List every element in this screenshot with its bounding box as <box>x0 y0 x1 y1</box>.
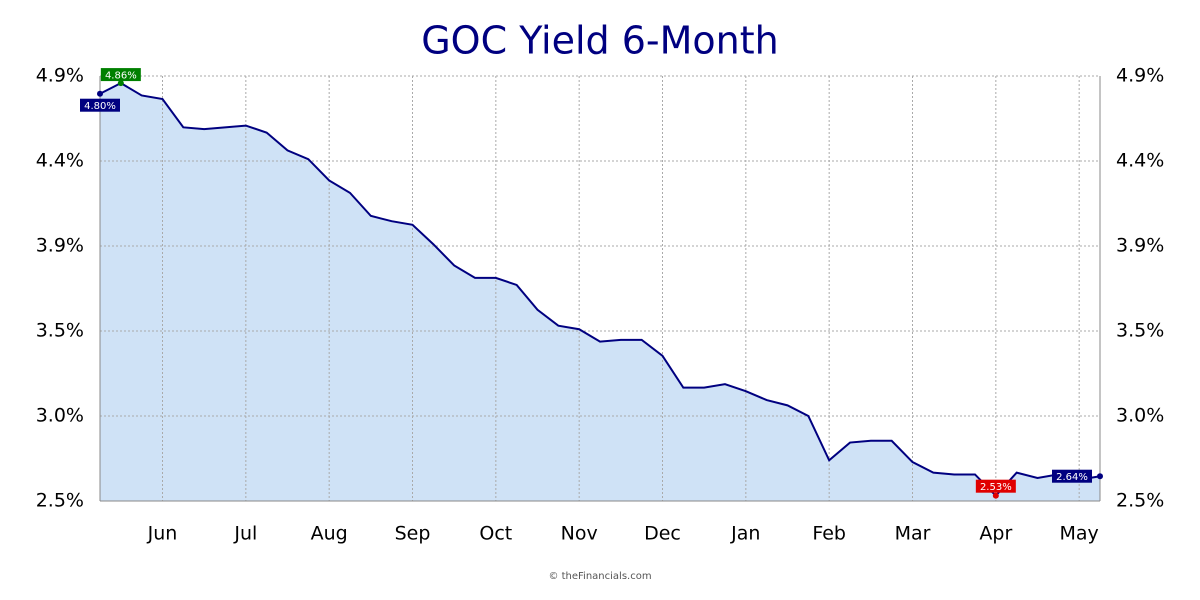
footer: © theFinancials.com <box>548 571 651 582</box>
y2-tick-label: 3.5% <box>1116 320 1164 342</box>
value-label-box <box>100 68 141 82</box>
x-tick-label: Feb <box>812 523 846 545</box>
area <box>100 83 1100 501</box>
x-tick-label: Dec <box>644 523 681 545</box>
value-label: 2.64% <box>1056 472 1088 483</box>
point <box>992 492 999 499</box>
point <box>97 90 103 97</box>
line <box>99 81 1101 498</box>
y-tick-label: 2.5% <box>36 490 84 512</box>
x-tick-label: Apr <box>979 523 1012 545</box>
y2-tick-label: 2.5% <box>1116 490 1164 512</box>
y-tick-label: 4.4% <box>36 150 84 172</box>
value-label-box <box>975 479 1016 493</box>
grid <box>100 75 1100 502</box>
value-label-box <box>1052 469 1092 483</box>
chart-title: GOC Yield 6-Month <box>421 19 779 63</box>
x-tick-label: Nov <box>561 523 598 545</box>
x-tick-label: Aug <box>311 523 348 545</box>
value-label: 4.86% <box>105 71 137 82</box>
x-tick-label: Sep <box>395 523 431 545</box>
value-label: 2.53% <box>980 482 1012 493</box>
x-tick-label: Mar <box>895 523 931 545</box>
y-tick-label: 3.9% <box>36 235 84 257</box>
value-label-box <box>80 98 120 112</box>
y-tick-label: 3.5% <box>36 320 84 342</box>
x-tick-label: Jul <box>233 523 257 545</box>
x-tick-label: Jan <box>730 523 760 545</box>
y2-tick-label: 3.9% <box>1116 235 1164 257</box>
y-tick-label: 3.0% <box>36 405 84 427</box>
y2-tick-label: 3.0% <box>1116 405 1164 427</box>
y-tick-label: 4.9% <box>36 65 84 87</box>
y2-tick-label: 4.9% <box>1116 65 1164 87</box>
x-tick-label: Oct <box>479 523 512 545</box>
value-label: 4.80% <box>84 101 116 112</box>
x-tick-label: May <box>1060 523 1099 545</box>
x-tick-label: Jun <box>147 523 178 545</box>
point <box>1097 473 1103 480</box>
y2-tick-label: 4.4% <box>1116 150 1164 172</box>
point <box>117 80 124 87</box>
